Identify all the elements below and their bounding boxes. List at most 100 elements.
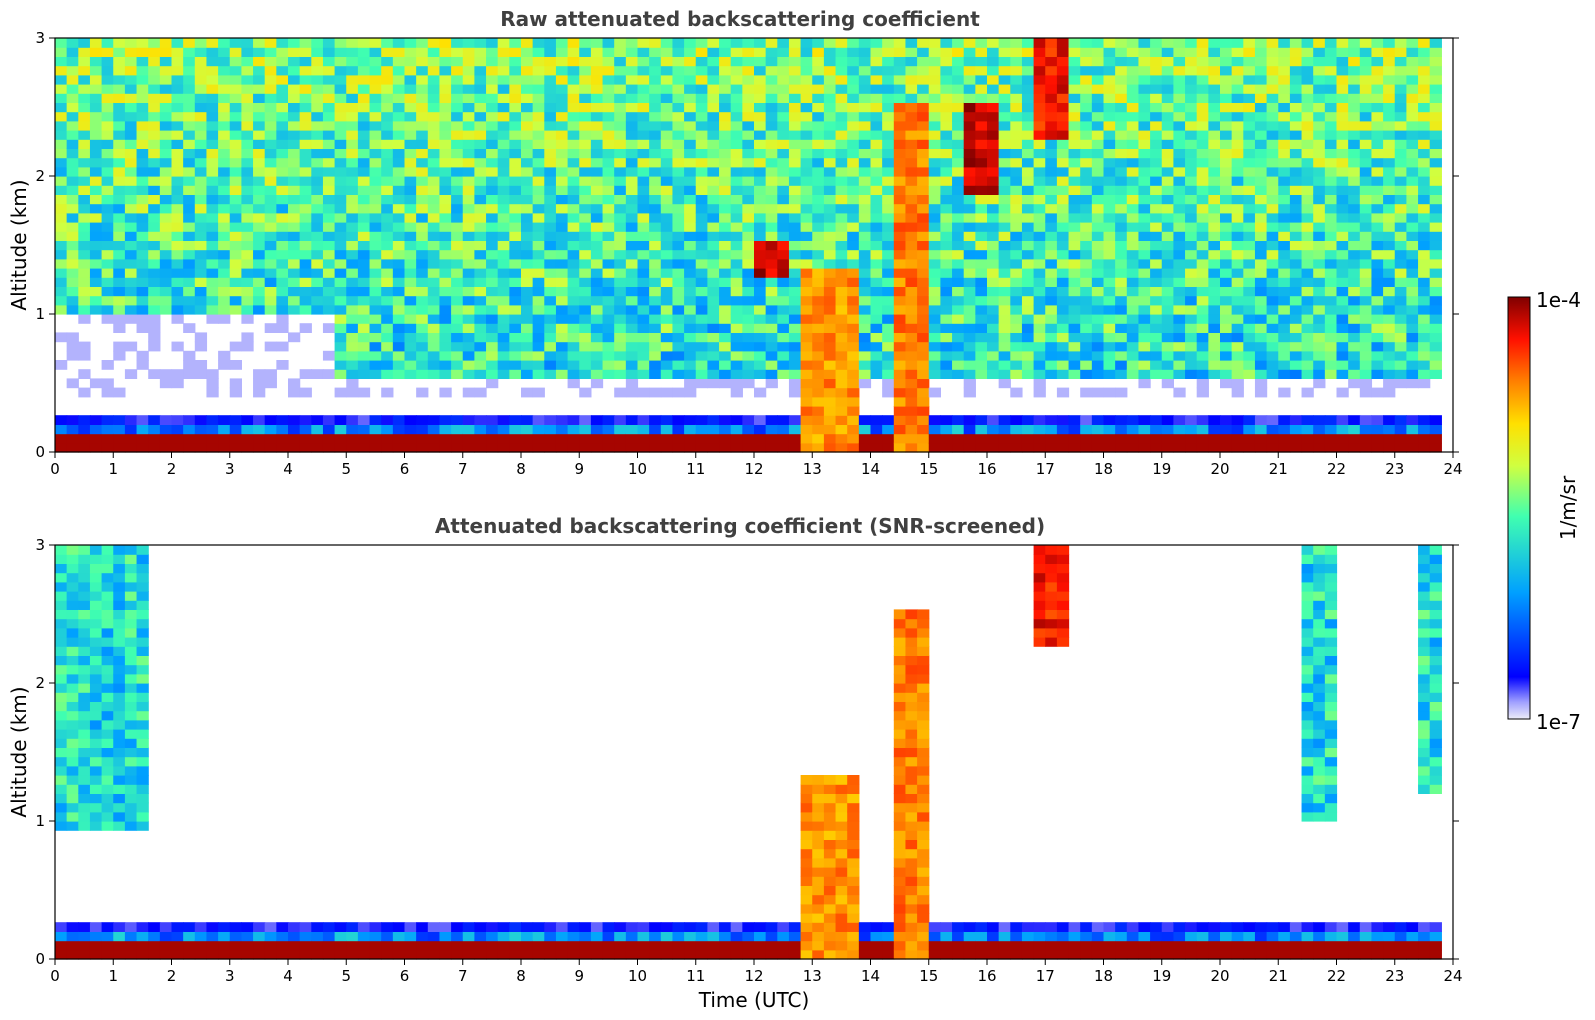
heatmap-cell [1359, 314, 1373, 324]
heatmap-cell [1068, 268, 1081, 278]
heatmap-cell [1033, 387, 1046, 398]
heatmap-cell [101, 166, 114, 177]
heatmap-cell [101, 203, 114, 214]
heatmap-cell [672, 111, 685, 122]
heatmap-cell [451, 74, 464, 85]
heatmap-cell [183, 258, 196, 269]
heatmap-cell [171, 111, 184, 122]
heatmap-cell [1196, 249, 1209, 260]
heatmap-cell [940, 424, 953, 435]
heatmap-cell [346, 65, 359, 76]
heatmap-cell [1418, 433, 1431, 444]
heatmap-cell [1173, 194, 1186, 205]
heatmap-cell [835, 378, 848, 389]
heatmap-cell [940, 194, 953, 205]
heatmap-cell [1406, 360, 1419, 370]
heatmap-cell [835, 424, 848, 435]
heatmap-cell [1010, 286, 1023, 297]
heatmap-cell [474, 231, 487, 241]
heatmap-cell [544, 56, 557, 67]
heatmap-cell [1196, 203, 1209, 214]
heatmap-cell [451, 415, 464, 425]
heatmap-cell [288, 47, 301, 57]
heatmap-cell [264, 185, 277, 195]
heatmap-cell [171, 185, 184, 195]
heatmap-cell [917, 249, 930, 260]
heatmap-cell [870, 249, 883, 260]
heatmap-cell [404, 102, 417, 113]
heatmap-cell [311, 102, 324, 113]
heatmap-cell [672, 38, 685, 48]
heatmap-cell [1243, 341, 1256, 352]
heatmap-cell [89, 203, 103, 214]
heatmap-cell [1173, 130, 1186, 140]
heatmap-cell [567, 277, 580, 287]
heatmap-cell [800, 231, 813, 241]
heatmap-cell [1406, 258, 1419, 269]
heatmap-cell [660, 231, 674, 241]
heatmap-cell [1091, 277, 1105, 287]
heatmap-cell [55, 765, 68, 776]
heatmap-cell [148, 323, 161, 333]
heatmap-cell [684, 369, 697, 379]
heatmap-cell [835, 74, 848, 85]
heatmap-cell [1254, 369, 1268, 379]
heatmap-cell [381, 286, 394, 297]
heatmap-cell [159, 424, 173, 435]
heatmap-cell [637, 258, 650, 269]
heatmap-cell [555, 341, 569, 352]
heatmap-cell [497, 120, 510, 131]
heatmap-cell [532, 38, 545, 48]
heatmap-cell [1161, 240, 1174, 251]
heatmap-cell [1033, 65, 1046, 76]
heatmap-cell [637, 295, 650, 306]
heatmap-cell [509, 231, 522, 241]
heatmap-cell [276, 314, 289, 324]
heatmap-cell [963, 295, 976, 306]
heatmap-cell [474, 148, 487, 159]
heatmap-cell [602, 231, 615, 241]
heatmap-cell [392, 258, 406, 269]
heatmap-cell [206, 387, 219, 398]
heatmap-cell [416, 304, 429, 315]
heatmap-cell [451, 139, 464, 149]
heatmap-cell [357, 74, 371, 85]
heatmap-cell [66, 240, 79, 251]
heatmap-cell [264, 157, 277, 168]
heatmap-cell [311, 93, 324, 103]
heatmap-cell [89, 65, 103, 76]
heatmap-cell [555, 350, 569, 361]
heatmap-cell [1348, 415, 1361, 425]
heatmap-cell [812, 341, 825, 352]
heatmap-cell [136, 277, 149, 287]
heatmap-cell [555, 102, 569, 113]
heatmap-cell [1394, 268, 1407, 278]
heatmap-cell [101, 286, 114, 297]
heatmap-cell [1080, 424, 1093, 435]
heatmap-cell [1266, 304, 1279, 315]
heatmap-cell [1021, 350, 1035, 361]
heatmap-cell [1359, 360, 1373, 370]
heatmap-cell [334, 387, 347, 398]
heatmap-cell [1418, 166, 1431, 177]
heatmap-cell [451, 120, 464, 131]
heatmap-cell [486, 295, 499, 306]
heatmap-cell [614, 185, 627, 195]
heatmap-cell [555, 212, 569, 223]
heatmap-cell [55, 166, 68, 177]
heatmap-cell [905, 56, 918, 67]
heatmap-cell [1021, 194, 1035, 205]
heatmap-cell [462, 185, 475, 195]
heatmap-cell [672, 166, 685, 177]
heatmap-cell [1045, 341, 1058, 352]
heatmap-cell [567, 212, 580, 223]
heatmap-cell [590, 212, 604, 223]
heatmap-cell [288, 231, 301, 241]
heatmap-cell [893, 231, 907, 241]
heatmap-cell [555, 277, 569, 287]
heatmap-cell [905, 415, 918, 425]
heatmap-cell [1196, 111, 1209, 122]
heatmap-cell [66, 304, 79, 315]
heatmap-cell [1045, 56, 1058, 67]
heatmap-cell [1359, 139, 1373, 149]
